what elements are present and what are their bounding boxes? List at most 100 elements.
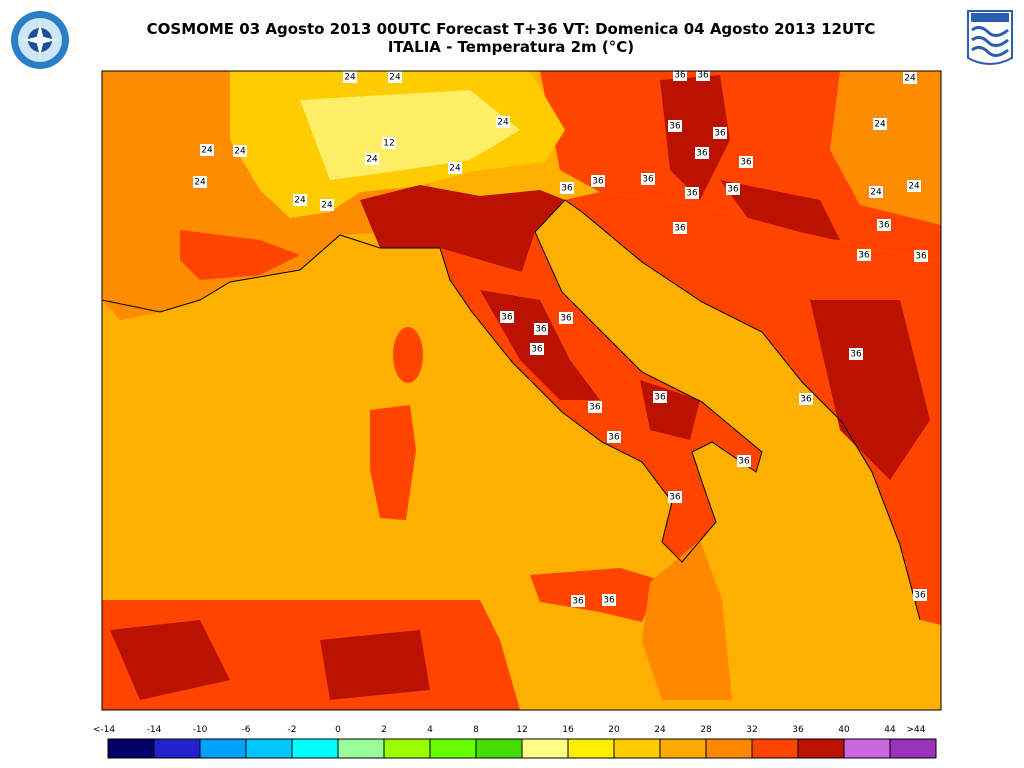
contour-label-bg [560, 182, 574, 194]
legend-label: -6 [242, 725, 251, 735]
land-hottest [810, 300, 930, 480]
contour-label-bg [200, 144, 214, 156]
legend-label: 28 [700, 725, 712, 735]
contour-label: 24 [344, 73, 356, 83]
subtitle: ITALIA - Temperatura 2m (°C) [388, 38, 634, 56]
contour-label-bg [388, 71, 402, 83]
contour-label: 36 [878, 221, 890, 231]
sardinia [370, 405, 416, 520]
legend-swatch [383, 738, 431, 759]
legend-swatch [291, 738, 339, 759]
contour-label: 36 [669, 493, 681, 503]
legend-label: 44 [884, 725, 896, 735]
land-hottest [320, 630, 430, 700]
alps-cold [300, 90, 520, 180]
contour-label-bg [382, 137, 396, 149]
contour-label: 12 [383, 139, 394, 149]
contour-label: 24 [389, 73, 401, 83]
legend-swatch [705, 738, 753, 759]
contour-label: 24 [201, 146, 213, 156]
contour-label: 36 [714, 129, 726, 139]
contour-label-bg [500, 311, 514, 323]
legend-label: 12 [516, 725, 527, 735]
contour-label: 36 [914, 591, 926, 601]
contour-label: 36 [592, 177, 604, 187]
legend-swatch [567, 738, 615, 759]
contour-label: 36 [674, 224, 686, 234]
legend-swatch [107, 738, 155, 759]
contour-label: 36 [669, 122, 681, 132]
contour-label: 24 [449, 164, 461, 174]
contour-label-bg [293, 194, 307, 206]
legend-label: -10 [193, 725, 208, 735]
contour-label-bg [588, 401, 602, 413]
contour-label-bg [726, 183, 740, 195]
legend-label: 20 [608, 725, 620, 735]
contour-label-bg [685, 187, 699, 199]
title: COSMOME 03 Agosto 2013 00UTC Forecast T+… [147, 20, 876, 38]
contour-label-bg [233, 145, 247, 157]
contour-label-bg [849, 348, 863, 360]
contour-label: 36 [603, 596, 615, 606]
contour-label-bg [857, 249, 871, 261]
legend-swatch [797, 738, 845, 759]
logo-left [11, 11, 69, 69]
legend-swatch [521, 738, 569, 759]
legend-swatch [843, 738, 891, 759]
contour-label: 36 [560, 314, 572, 324]
sicily [530, 568, 660, 622]
contour-label-bg [713, 127, 727, 139]
contour-label: 36 [858, 251, 870, 261]
coastline [101, 199, 921, 621]
contour-label-bg [591, 175, 605, 187]
contour-label: 36 [800, 395, 812, 405]
logo-right [967, 10, 1013, 65]
contour-label-bg [607, 431, 621, 443]
contour-label: 36 [608, 433, 620, 443]
legend-label: 0 [335, 725, 341, 735]
contour-label-bg [739, 156, 753, 168]
corsica [393, 327, 423, 383]
map-frame [101, 70, 942, 711]
contour-label: 36 [535, 325, 547, 335]
legend-swatch [199, 738, 247, 759]
legend-label: 32 [746, 725, 757, 735]
contour-label-bg [737, 455, 751, 467]
legend-swatch [475, 738, 523, 759]
contour-label-bg [668, 120, 682, 132]
colorbar: <-14 -14 -10 -6 -2 0 2 4 8 12 16 20 24 28 32 36 40 44 >44 [93, 725, 937, 759]
contour-label-bg [653, 391, 667, 403]
contour-label: 36 [697, 71, 709, 81]
legend-label: -2 [288, 725, 297, 735]
contour-label: 36 [915, 252, 927, 262]
legend-label: 8 [473, 725, 479, 735]
contour-label: 24 [366, 155, 378, 165]
legend-swatch [659, 738, 707, 759]
legend-swatch [153, 738, 201, 759]
contour-label-bg [448, 162, 462, 174]
contour-label-bg [903, 72, 917, 84]
contour-label: 24 [294, 196, 306, 206]
contour-label-bg [873, 118, 887, 130]
legend-swatch [889, 738, 937, 759]
contour-label: 36 [674, 71, 686, 81]
land-hot [180, 230, 300, 280]
map: 24 24 24 24 24 24 24 12 24 24 24 24 24 24 24 36 36 36 36 36… [101, 69, 942, 711]
contour-label-bg [673, 222, 687, 234]
contour-label: 36 [686, 189, 698, 199]
contour-label: 36 [654, 393, 666, 403]
contour-label: 24 [321, 201, 333, 211]
land-hottest [660, 75, 730, 200]
contour-label: 36 [696, 149, 708, 159]
contour-label-bg [869, 186, 883, 198]
land-hottest [720, 180, 840, 240]
contour-label-bg [602, 594, 616, 606]
legend-label: 24 [654, 725, 666, 735]
contour-label-bg [641, 173, 655, 185]
contour-label: 36 [642, 175, 654, 185]
land-hottest [110, 620, 230, 700]
contour-label-bg [365, 153, 379, 165]
contour-label-bg [799, 393, 813, 405]
